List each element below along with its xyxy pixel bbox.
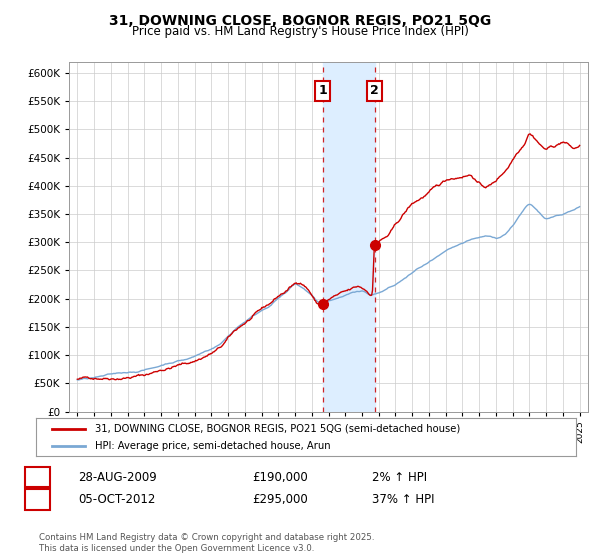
Text: 05-OCT-2012: 05-OCT-2012 [78,493,155,506]
Text: Price paid vs. HM Land Registry's House Price Index (HPI): Price paid vs. HM Land Registry's House … [131,25,469,38]
Text: 31, DOWNING CLOSE, BOGNOR REGIS, PO21 5QG: 31, DOWNING CLOSE, BOGNOR REGIS, PO21 5Q… [109,14,491,28]
Text: £295,000: £295,000 [252,493,308,506]
Text: 2: 2 [370,85,379,97]
Text: Contains HM Land Registry data © Crown copyright and database right 2025.
This d: Contains HM Land Registry data © Crown c… [39,533,374,553]
Text: 2% ↑ HPI: 2% ↑ HPI [372,470,427,484]
Text: 37% ↑ HPI: 37% ↑ HPI [372,493,434,506]
Text: 31, DOWNING CLOSE, BOGNOR REGIS, PO21 5QG (semi-detached house): 31, DOWNING CLOSE, BOGNOR REGIS, PO21 5Q… [95,424,461,434]
Text: 1: 1 [319,85,327,97]
Text: 28-AUG-2009: 28-AUG-2009 [78,470,157,484]
Text: 2: 2 [35,493,43,506]
Text: HPI: Average price, semi-detached house, Arun: HPI: Average price, semi-detached house,… [95,441,331,451]
Text: 1: 1 [35,470,43,484]
Text: £190,000: £190,000 [252,470,308,484]
Bar [323,62,375,412]
